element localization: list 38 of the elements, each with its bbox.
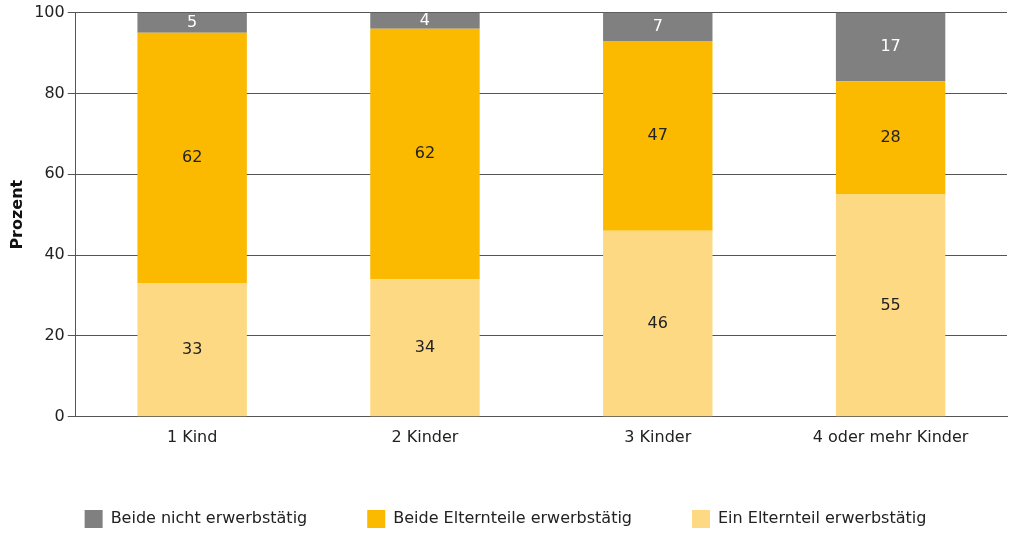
- data-label: 47: [647, 125, 668, 145]
- bar: [137, 12, 247, 33]
- bar: [137, 32, 247, 284]
- bar: [603, 40, 713, 231]
- x-tick-label: 1 Kind: [166, 426, 218, 446]
- data-label: 33: [181, 339, 203, 359]
- bar: [835, 81, 946, 195]
- data-label: 34: [414, 336, 436, 356]
- y-tick-label: 80: [44, 82, 65, 102]
- legend-label: Ein Elternteil erwerbstätig: [718, 508, 927, 528]
- bar: [137, 283, 247, 417]
- x-tick-label: 3 Kinder: [624, 426, 692, 446]
- y-tick-label: 100: [34, 1, 65, 21]
- bar: [370, 12, 480, 29]
- y-axis-title: Prozent: [6, 179, 26, 250]
- x-tick-label: 2 Kinder: [391, 426, 459, 446]
- bar: [603, 230, 713, 417]
- data-label: 62: [181, 147, 203, 167]
- data-label: 5: [187, 11, 198, 31]
- data-label: 62: [414, 143, 436, 163]
- x-tick-label: 4 oder mehr Kinder: [812, 426, 969, 446]
- bar: [835, 12, 946, 82]
- data-label: 46: [647, 312, 668, 332]
- y-tick-label: 40: [44, 244, 65, 264]
- legend-label: Beide Elternteile erwerbstätig: [393, 508, 633, 528]
- data-label: 28: [880, 127, 901, 147]
- y-tick-label: 60: [44, 163, 65, 183]
- bar: [370, 279, 480, 417]
- bar: [835, 194, 946, 417]
- y-tick-label: 20: [44, 325, 65, 345]
- bar: [603, 12, 713, 41]
- data-label: 4: [419, 9, 431, 29]
- data-label: 55: [880, 294, 901, 314]
- bar: [370, 28, 480, 280]
- data-label: 7: [652, 15, 663, 35]
- legend-label: Beide nicht erwerbstätig: [110, 508, 308, 528]
- y-tick-label: 0: [54, 405, 65, 425]
- data-label: 17: [880, 36, 901, 56]
